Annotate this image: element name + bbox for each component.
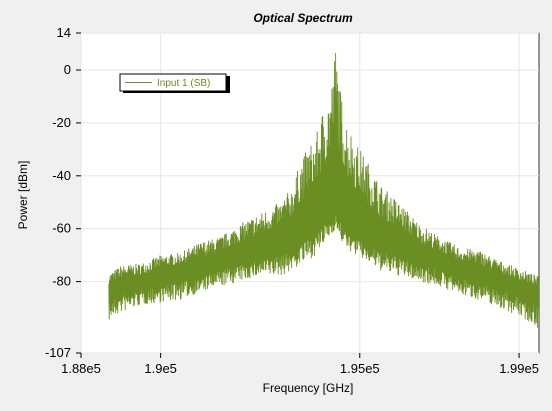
legend-label: Input 1 (SB) xyxy=(157,78,210,89)
y-tick-label: 0 xyxy=(64,62,71,77)
y-tick-label: -60 xyxy=(52,221,71,236)
y-axis-ticks: 14 0 -20 -40 -60 -80 -107 xyxy=(45,25,81,360)
y-axis-label: Power [dBm] xyxy=(16,161,30,230)
chart-title: Optical Spectrum xyxy=(253,11,353,25)
x-tick-label: 1.95e5 xyxy=(340,361,380,376)
y-tick-label: -107 xyxy=(45,345,71,360)
x-tick-label: 1.99e5 xyxy=(499,361,539,376)
legend: Input 1 (SB) xyxy=(120,74,230,93)
x-tick-label: 1.9e5 xyxy=(144,361,177,376)
y-tick-label: -20 xyxy=(52,115,71,130)
y-tick-label: 14 xyxy=(57,25,71,40)
y-tick-label: -40 xyxy=(52,168,71,183)
x-axis-ticks: 1.88e5 1.9e5 1.95e5 1.99e5 xyxy=(61,353,539,376)
x-axis-label: Frequency [GHz] xyxy=(263,381,354,395)
y-tick-label: -80 xyxy=(52,274,71,289)
x-tick-label: 1.88e5 xyxy=(61,361,101,376)
